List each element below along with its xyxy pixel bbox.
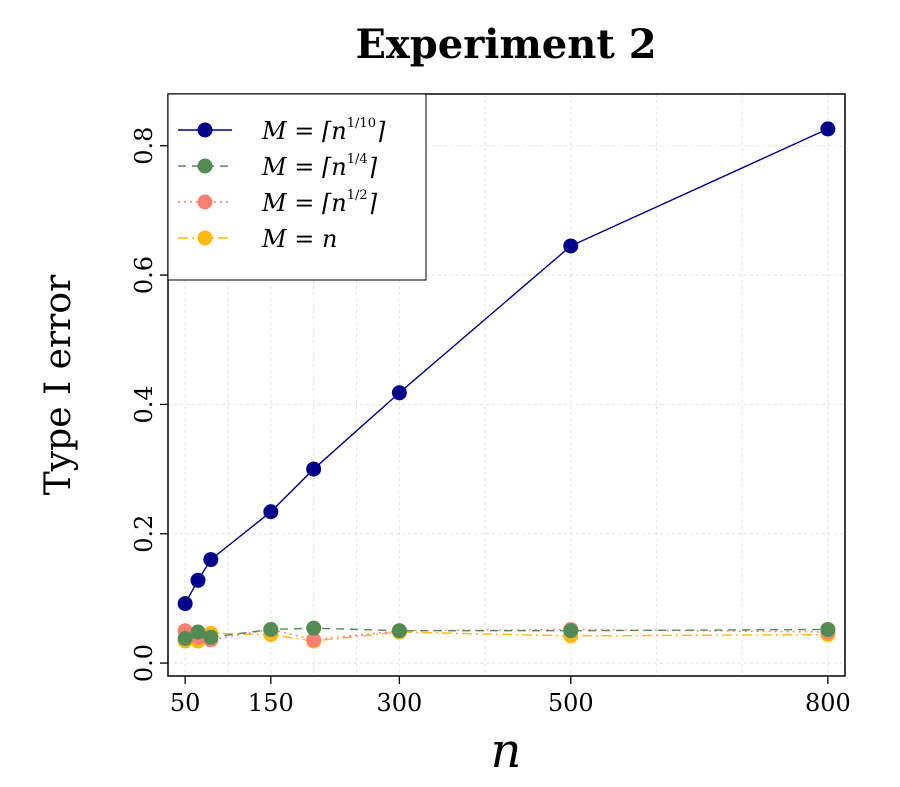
legend-label: M = ⌈n1/10⌉ [261, 116, 386, 145]
data-point [306, 632, 322, 648]
legend-label-close: ⌉ [368, 189, 378, 217]
legend-label-base: M = n [261, 225, 337, 253]
data-point [306, 620, 322, 636]
data-point [263, 504, 279, 520]
data-point [563, 623, 579, 639]
legend-marker [197, 122, 213, 138]
data-point [190, 572, 206, 588]
legend-label-close: ⌉ [368, 153, 378, 181]
legend-label-close: ⌉ [376, 117, 386, 145]
y-tick-label: 0.6 [130, 256, 158, 294]
chart-title: Experiment 2 [355, 21, 656, 68]
data-point [391, 623, 407, 639]
legend-marker [197, 194, 213, 210]
y-axis-label: Type I error [38, 274, 79, 495]
x-tick-label: 150 [248, 689, 294, 717]
data-point [177, 630, 193, 646]
y-tick-label: 0.8 [130, 127, 158, 165]
legend-label-base: M = ⌈n [261, 117, 347, 145]
y-tick-label: 0.0 [130, 644, 158, 682]
legend-marker [197, 230, 213, 246]
data-point [820, 121, 836, 137]
series-line [184, 628, 828, 641]
data-point [563, 238, 579, 254]
x-tick-label: 300 [376, 689, 422, 717]
data-point [263, 621, 279, 637]
x-tick-label: 500 [548, 689, 594, 717]
data-point [177, 596, 193, 612]
plot-frame [167, 93, 846, 677]
x-axis: 50 150 300 500 800 [170, 676, 851, 717]
legend-box [167, 93, 427, 281]
data-point [203, 552, 219, 568]
series-line [185, 631, 828, 642]
series-layer [177, 121, 836, 649]
data-point [391, 385, 407, 401]
data-point [306, 461, 322, 477]
legend-label-exponent: 1/4 [347, 152, 368, 167]
y-tick-label: 0.2 [130, 515, 158, 553]
x-axis-label: n [491, 723, 522, 779]
data-point [820, 621, 836, 637]
y-tick-label: 0.4 [130, 385, 158, 423]
legend-label-base: M = ⌈n [261, 189, 347, 217]
x-tick-label: 50 [170, 689, 201, 717]
legend: M = ⌈n1/10⌉M = ⌈n1/4⌉M = ⌈n1/2⌉M = n [167, 93, 427, 281]
legend-marker [197, 158, 213, 174]
legend-label-base: M = ⌈n [261, 153, 347, 181]
legend-label: M = ⌈n1/4⌉ [261, 152, 378, 181]
x-tick-label: 800 [805, 689, 851, 717]
legend-label: M = ⌈n1/2⌉ [261, 188, 378, 217]
legend-label-exponent: 1/2 [347, 188, 368, 203]
legend-label: M = n [261, 225, 337, 253]
y-axis: 0.0 0.2 0.4 0.6 0.8 [130, 127, 168, 682]
legend-label-exponent: 1/10 [347, 116, 376, 131]
data-point [203, 629, 219, 645]
data-point [190, 624, 206, 640]
